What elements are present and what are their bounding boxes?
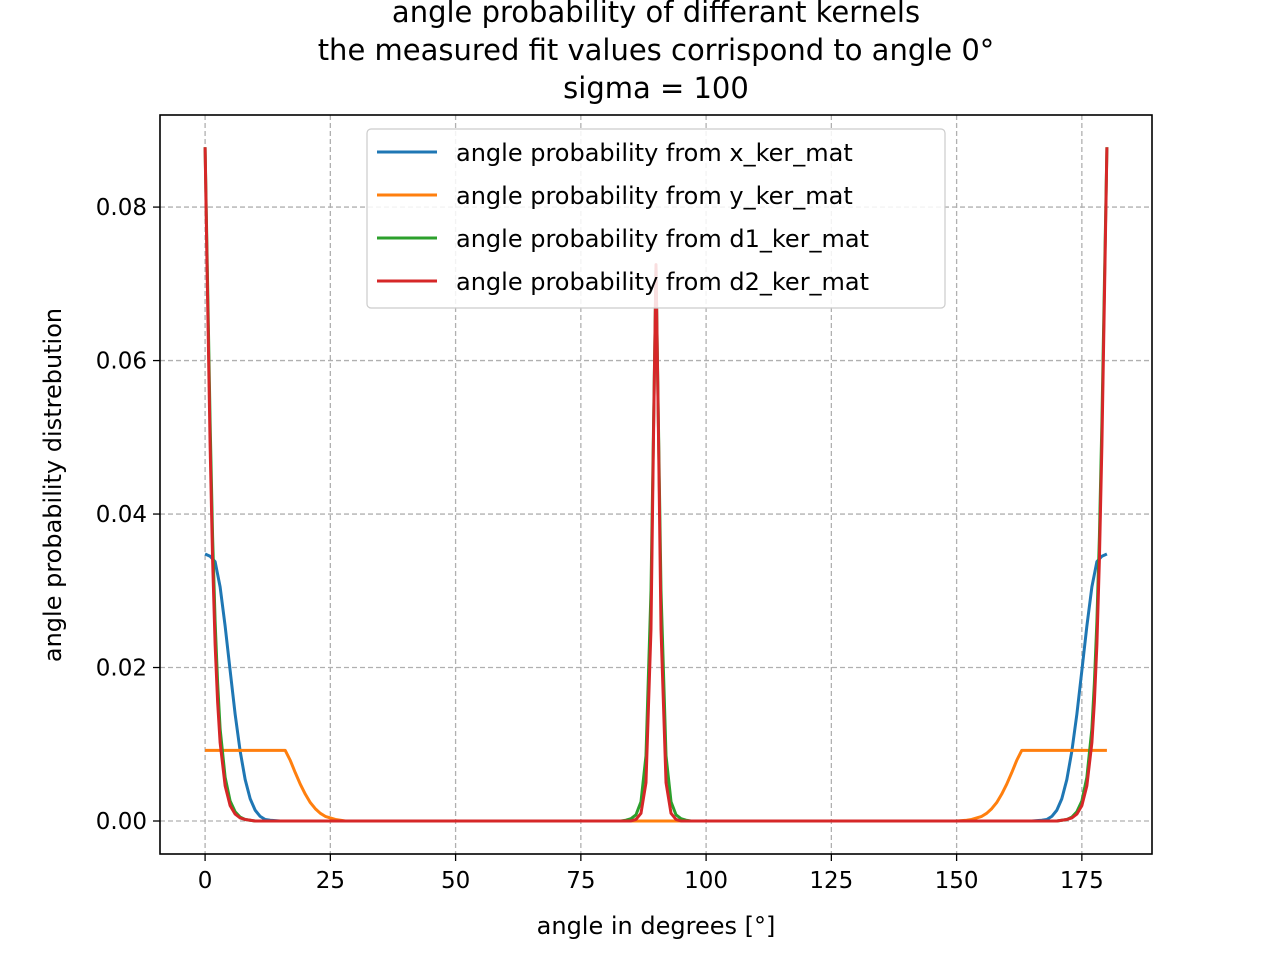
plot-frame bbox=[159, 114, 1153, 855]
x-tick-label: 75 bbox=[566, 868, 595, 894]
legend-label-x-ker: angle probability from x_ker_mat bbox=[456, 139, 853, 167]
y-tick-label: 0.08 bbox=[96, 195, 147, 221]
x-tick-label: 175 bbox=[1060, 868, 1104, 894]
y-axis: 0.00 0.02 0.04 0.06 0.08 bbox=[96, 195, 160, 835]
x-tick-label: 150 bbox=[935, 868, 979, 894]
x-tick-label: 0 bbox=[198, 868, 213, 894]
legend: angle probability from x_ker_mat angle p… bbox=[366, 128, 946, 309]
x-axis: 0 25 50 75 100 125 150 175 bbox=[198, 854, 1104, 894]
chart-title-line-2: the measured fit values corrispond to an… bbox=[318, 33, 995, 67]
legend-label-y-ker: angle probability from y_ker_mat bbox=[456, 182, 853, 210]
chart-title: angle probability of differant kernels t… bbox=[318, 0, 995, 105]
y-tick-label: 0.06 bbox=[96, 349, 147, 375]
legend-label-d2-ker: angle probability from d2_ker_mat bbox=[456, 268, 869, 296]
x-axis-label: angle in degrees [°] bbox=[537, 912, 776, 940]
legend-box bbox=[366, 128, 946, 309]
x-tick-label: 25 bbox=[316, 868, 345, 894]
y-tick-label: 0.02 bbox=[96, 656, 147, 682]
x-tick-label: 100 bbox=[684, 868, 728, 894]
series-line-y-ker bbox=[205, 748, 1107, 823]
y-axis-label: angle probability distrebution bbox=[39, 308, 67, 662]
chart-title-line-1: angle probability of differant kernels bbox=[392, 0, 920, 29]
y-tick-label: 0.04 bbox=[96, 502, 147, 528]
x-tick-label: 125 bbox=[809, 868, 853, 894]
legend-label-d1-ker: angle probability from d1_ker_mat bbox=[456, 225, 869, 253]
y-tick-label: 0.00 bbox=[96, 809, 147, 835]
chart-title-line-3: sigma = 100 bbox=[563, 71, 749, 105]
x-tick-label: 50 bbox=[441, 868, 470, 894]
